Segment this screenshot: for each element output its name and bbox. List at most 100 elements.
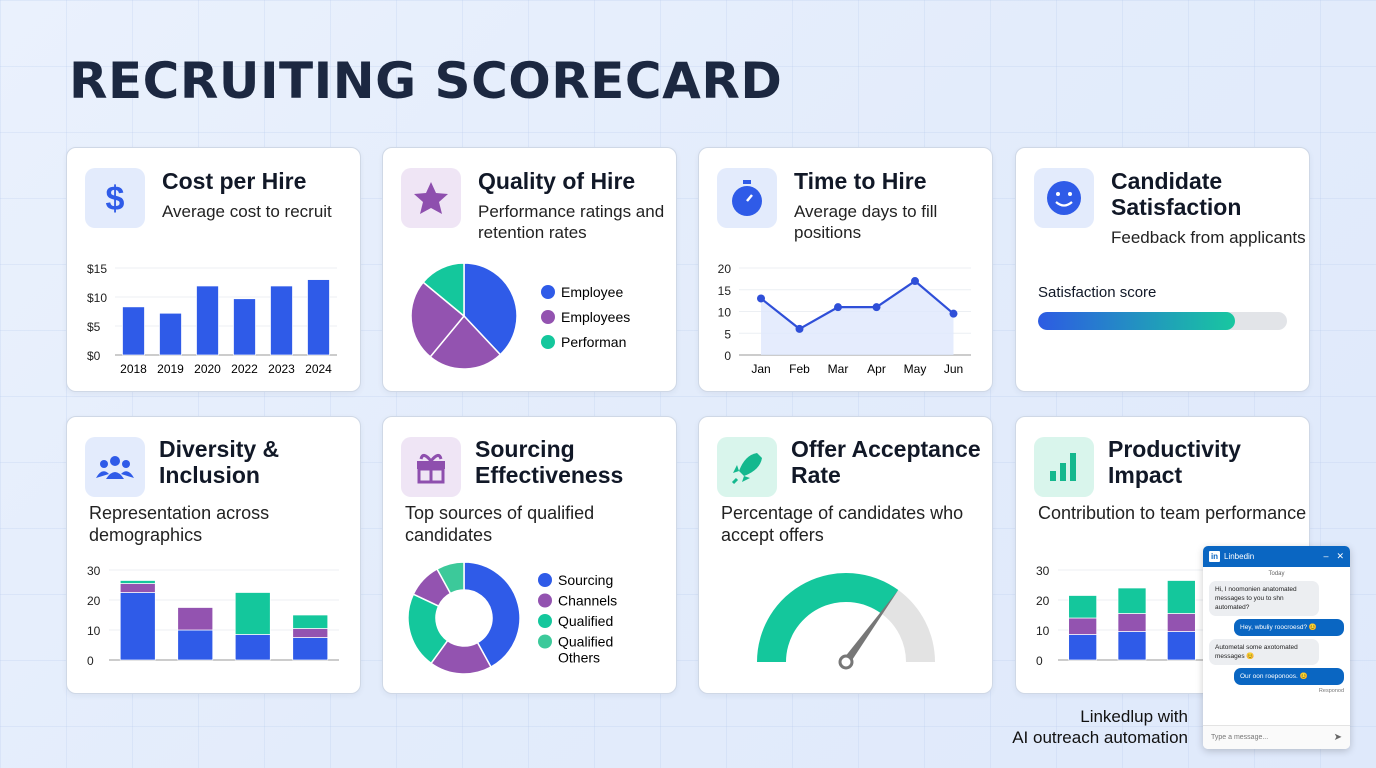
bar [177,629,214,661]
chart: 0 10 20 30 [87,564,339,668]
bar [119,583,156,593]
message-input[interactable]: Type a message... ➤ [1203,725,1350,749]
y-tick-label: 0 [1036,654,1043,668]
y-tick-label: 30 [1036,564,1050,578]
card-sourcing-effectiveness: Sourcing Effectiveness Top sources of qu… [382,416,677,694]
chat-message: Our oon roeponoos. 😊 [1234,668,1344,685]
bar [159,312,182,356]
x-tick-label: 2020 [194,362,221,376]
bar [307,279,330,356]
card-candidate-satisfaction: Candidate Satisfaction Feedback from app… [1015,147,1310,392]
card-title: Diversity & Inclusion [159,436,280,488]
pie-slice [422,262,465,318]
line-area [761,281,954,355]
bar [270,285,293,356]
y-tick-label: 20 [87,594,101,608]
bar [177,607,214,631]
pie-slice [463,262,518,356]
x-tick-label: Feb [789,362,810,376]
legend-swatch [538,573,552,587]
close-icon[interactable]: ✕ [1336,551,1344,561]
satisfaction-progress-bar [1038,312,1287,330]
card-diversity-inclusion: Diversity & Inclusion Representation acr… [66,416,361,694]
card-title: Candidate Satisfaction [1111,168,1242,220]
card-title: Productivity Impact [1108,436,1241,488]
caption-line-1: Linkedlup with [1080,707,1188,726]
bar-chart-icon [1034,437,1094,497]
legend-label: Qualified [558,634,613,650]
gauge-needle [842,589,899,665]
page-title: RECRUITING SCORECARD [69,52,783,110]
data-point [872,303,881,312]
y-tick-label: 20 [1036,594,1050,608]
svg-text:$: $ [106,180,125,218]
caption: Linkedlup with AI outreach automation [1012,706,1188,748]
legend-label: Channels [558,593,617,609]
y-tick-label: $5 [87,320,101,334]
bar [234,634,271,661]
data-point [834,303,842,312]
card-title: Sourcing Effectiveness [475,436,624,488]
gauge-pivot [838,654,854,670]
legend-swatch [538,593,552,608]
line-series [760,279,955,331]
chart: 0 5 10 15 20 Jan Feb Mar Apr May Jun [718,262,971,376]
y-tick-label: 30 [87,564,101,578]
bar [1068,634,1098,661]
y-tick-label: 10 [87,624,101,638]
progress-fill [1038,312,1235,330]
legend-swatch [541,285,555,299]
card-quality-of-hire: Quality of Hire Performance ratings and … [382,147,677,392]
card-subtitle: Average days to fill positions [794,202,938,242]
x-tick-label: 2019 [157,362,184,376]
legend-label: Qualified [558,613,613,629]
message-placeholder: Type a message... [1211,734,1269,741]
y-tick-label: $15 [87,262,107,276]
card-title: Quality of Hire [478,168,636,194]
card-header: Time to Hire Average days to fill positi… [794,168,989,243]
data-point [757,294,765,303]
minimize-icon[interactable]: – [1323,551,1329,561]
bar [292,614,329,629]
y-tick-label: 10 [718,306,732,320]
rocket-icon [717,437,777,497]
chart: Employee Employees Performan [410,262,630,370]
chat-message: Autometal some axotomated messages 😊 [1209,639,1319,665]
y-tick-label: 0 [87,654,94,668]
legend-label: Employees [561,309,630,325]
x-tick-label: 2022 [231,362,258,376]
bar [1166,631,1196,661]
bar [196,285,219,356]
y-tick-label: 10 [1036,624,1050,638]
bar [1068,595,1098,619]
chart [757,573,935,670]
x-tick-label: May [904,362,927,376]
card-header: Cost per Hire Average cost to recruit [162,168,357,222]
legend-swatch [538,614,552,628]
legend-swatch [538,634,552,649]
card-subtitle: Contribution to team performance [1038,503,1307,523]
chat-message: Hi, I noomonien anatomated messages to y… [1209,581,1319,616]
card-subtitle: Top sources of qualified candidates [405,503,595,545]
send-icon[interactable]: ➤ [1333,732,1342,743]
chart: $0 $5 $10 $15 2018 2019 2020 2022 2023 2024 [87,262,337,376]
pie-slice [463,561,521,669]
legend-label: Sourcing [558,572,613,588]
pie-slice [410,281,466,358]
data-point [949,309,958,318]
smiley-icon [1034,168,1094,228]
bar [119,580,156,584]
card-subtitle: Performance ratings and retention rates [478,202,665,242]
legend-label: Others [558,650,600,666]
legend-swatch [541,310,555,324]
linkedin-chat-window[interactable]: in Linbedin – ✕ Today Hi, I noomonien ana… [1203,546,1350,749]
card-subtitle: Feedback from applicants [1111,228,1306,247]
y-tick-label: 5 [724,327,731,341]
x-tick-label: Jun [944,362,963,376]
chat-message: Hey, wbuliy roocroesd? 😊 [1234,619,1344,636]
y-tick-label: 15 [718,284,732,298]
chart: 0 10 20 30 [1036,564,1206,668]
pie-slice [436,561,465,595]
card-cost-per-hire: $ Cost per Hire Average cost to recruit $… [66,147,361,392]
